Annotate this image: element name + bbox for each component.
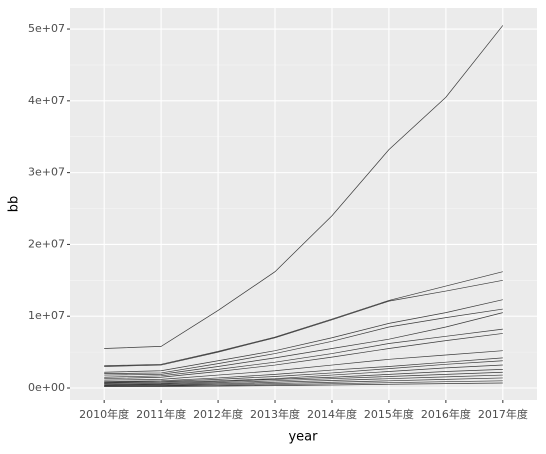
y-tick-label: 2e+07 bbox=[28, 237, 65, 250]
y-tick-label: 4e+07 bbox=[28, 94, 65, 107]
x-tick-label: 2017年度 bbox=[478, 407, 528, 421]
series-line bbox=[104, 308, 503, 375]
series-line bbox=[104, 371, 503, 385]
x-tick-label: 2015年度 bbox=[364, 407, 414, 421]
y-axis-title: bb bbox=[7, 196, 22, 213]
x-tick-label: 2014年度 bbox=[307, 407, 357, 421]
series-line bbox=[104, 271, 503, 367]
y-tick-label: 0e+00 bbox=[28, 381, 65, 394]
series-line bbox=[104, 357, 503, 382]
series-line bbox=[104, 360, 503, 383]
series-line bbox=[104, 25, 504, 349]
x-tick-label: 2011年度 bbox=[136, 407, 186, 421]
x-axis-title: year bbox=[288, 430, 318, 445]
series-line bbox=[104, 328, 503, 378]
series-line bbox=[104, 279, 503, 367]
series-line bbox=[104, 364, 503, 384]
series-line bbox=[104, 382, 503, 387]
x-tick-label: 2012年度 bbox=[193, 407, 243, 421]
series-line bbox=[104, 368, 503, 385]
y-tick-label: 3e+07 bbox=[28, 166, 65, 179]
series-line bbox=[104, 299, 503, 373]
x-tick-label: 2016年度 bbox=[421, 407, 471, 421]
series-line bbox=[104, 333, 503, 380]
series-line bbox=[104, 312, 503, 376]
y-tick-label: 1e+07 bbox=[28, 309, 65, 322]
y-tick-label: 5e+07 bbox=[28, 22, 65, 35]
x-tick-label: 2013年度 bbox=[250, 407, 300, 421]
plot-panel bbox=[70, 8, 537, 400]
series-line bbox=[104, 380, 503, 387]
series-line bbox=[104, 374, 503, 386]
series-line bbox=[104, 350, 503, 381]
x-tick-label: 2010年度 bbox=[79, 407, 129, 421]
series-line bbox=[104, 377, 503, 387]
